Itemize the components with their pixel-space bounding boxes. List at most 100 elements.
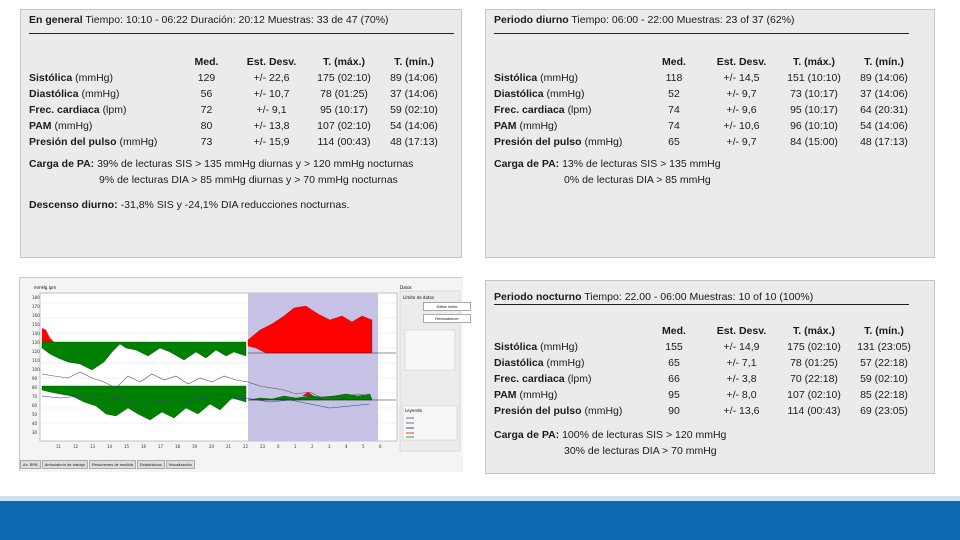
- carga-pa-line2: 30% de lecturas DIA > 70 mmHg: [564, 445, 717, 457]
- svg-text:11: 11: [56, 444, 62, 449]
- stats-table: Med. Est. Desv. T. (máx.) T. (mín.) Sist…: [494, 54, 919, 150]
- svg-text:70: 70: [32, 394, 38, 399]
- heading-rule: [494, 33, 909, 34]
- svg-text:50: 50: [32, 412, 38, 417]
- carga-pa: Carga de PA: 39% de lecturas SIS > 135 m…: [29, 158, 414, 170]
- svg-text:12: 12: [73, 444, 79, 449]
- side-panel-label: Datos: [400, 285, 412, 290]
- table-row: Frec. cardiaca (lpm) 72 +/- 9,1 95 (10:17) 5…: [29, 104, 438, 116]
- panel-heading: En general Tiempo: 10:10 - 06:22 Duració…: [29, 14, 389, 26]
- column-header: Est. Desv.: [246, 56, 297, 68]
- table-row: Sistólica (mmHg) 129 +/- 22,6 175 (02:10) 89…: [29, 72, 438, 84]
- column-header: T. (máx.): [322, 56, 365, 68]
- table-row: Presión del pulso (mmHg) 73 +/- 15,9 114 (0…: [29, 136, 438, 148]
- table-header: Med. Est. Desv. T. (máx.) T. (mín.): [29, 54, 449, 70]
- svg-text:16: 16: [141, 444, 147, 449]
- table-header: Med. Est. Desv. T. (máx.) T. (mín.): [494, 323, 919, 339]
- table-row: Diastólica (mmHg) 52 +/- 9,7 73 (10:17) 37 (…: [494, 88, 908, 100]
- dia-above-night: [302, 392, 314, 396]
- svg-text:21: 21: [226, 444, 232, 449]
- tab-visualizacion[interactable]: Visualización: [165, 460, 195, 469]
- dia-below-night: [247, 393, 373, 401]
- panel-heading: Periodo diurno Tiempo: 06:00 - 22:00 Mue…: [494, 14, 795, 26]
- table-row: Presión del pulso (mmHg) 90 +/- 13,6 114 (0…: [494, 405, 908, 417]
- table-row: Presión del pulso (mmHg) 65 +/- 9,7 84 (15:…: [494, 136, 908, 148]
- edit-limit-button[interactable]: Editar límite: [423, 302, 471, 311]
- svg-text:40: 40: [32, 421, 38, 426]
- svg-text:110: 110: [32, 358, 40, 363]
- heading-rule: [29, 33, 454, 34]
- tab-abpa[interactable]: Ax. BPA: [20, 460, 41, 469]
- svg-text:14: 14: [107, 444, 113, 449]
- hr-line: [41, 395, 371, 409]
- column-header: Med.: [662, 56, 686, 68]
- table-header: Med. Est. Desv. T. (máx.) T. (mín.): [494, 54, 919, 70]
- carga-pa: Carga de PA: 13% de lecturas SIS > 135 m…: [494, 158, 721, 170]
- svg-text:2: 2: [311, 444, 314, 449]
- svg-text:60: 60: [32, 403, 38, 408]
- svg-text:130: 130: [32, 340, 40, 345]
- table-row: PAM (mmHg) 74 +/- 10,6 96 (10:10) 54 (14:06): [494, 120, 908, 132]
- table-row: Diastólica (mmHg) 56 +/- 10,7 78 (01:25) 37 …: [29, 88, 438, 100]
- abpm-chart-screenshot: mmHg lpm Datos 180 170 160 150 140 130 120 1…: [19, 277, 471, 472]
- heading-rule: [494, 304, 909, 305]
- svg-text:13: 13: [90, 444, 96, 449]
- svg-text:100: 100: [32, 367, 40, 372]
- side-panel-title: Límite de datos: [403, 295, 434, 300]
- svg-text:90: 90: [32, 376, 38, 381]
- table-row: PAM (mmHg) 80 +/- 13,8 107 (02:10) 54 (14:06…: [29, 120, 438, 132]
- tab-resumenes[interactable]: Resúmenes de medida: [88, 460, 136, 469]
- table-row: Sistólica (mmHg) 118 +/- 14,5 151 (10:10) 89…: [494, 72, 908, 84]
- svg-text:17: 17: [158, 444, 164, 449]
- svg-text:170: 170: [32, 304, 40, 309]
- svg-text:18: 18: [175, 444, 181, 449]
- panel-general: En general Tiempo: 10:10 - 06:22 Duració…: [20, 9, 462, 258]
- column-header: T. (mín.): [394, 56, 434, 68]
- table-row: Frec. cardiaca (lpm) 66 +/- 3,8 70 (22:18) 5…: [494, 373, 908, 385]
- svg-text:80: 80: [32, 385, 38, 390]
- tab-estadisticas[interactable]: Estadísticas: [137, 460, 165, 469]
- column-header: T. (máx.): [792, 325, 835, 337]
- svg-text:0: 0: [277, 444, 280, 449]
- pam-line: [41, 371, 371, 401]
- svg-text:20: 20: [209, 444, 215, 449]
- column-header: Med.: [194, 56, 219, 68]
- stats-table: Med. Est. Desv. T. (máx.) T. (mín.) Sist…: [494, 323, 919, 419]
- y-tick-labels: 180 170 160 150 140 130 120 110 100 90 80 70 6…: [32, 295, 40, 435]
- table-row: Frec. cardiaca (lpm) 74 +/- 9,6 95 (10:17) 6…: [494, 104, 908, 116]
- table-row: Sistólica (mmHg) 155 +/- 14,9 175 (02:10) 13…: [494, 341, 911, 353]
- column-header: Est. Desv.: [716, 325, 767, 337]
- svg-text:5: 5: [362, 444, 365, 449]
- svg-text:4: 4: [345, 444, 348, 449]
- info-box: [404, 329, 456, 371]
- chart-ylabel: mmHg lpm: [34, 285, 56, 290]
- carga-pa: Carga de PA: 100% de lecturas SIS > 120 …: [494, 429, 727, 441]
- svg-text:30: 30: [32, 430, 38, 435]
- reset-button[interactable]: Reestablecer: [423, 314, 471, 323]
- table-row: Diastólica (mmHg) 65 +/- 7,1 78 (01:25) 57 (…: [494, 357, 908, 369]
- panel-heading: Periodo nocturno Tiempo: 22.00 - 06:00 M…: [494, 291, 814, 303]
- svg-text:23: 23: [260, 444, 266, 449]
- tab-ambulatorio[interactable]: Ambulatorio de trabajo: [41, 460, 88, 469]
- carga-pa-line2: 0% de lecturas DIA > 85 mmHg: [564, 174, 711, 186]
- column-header: Est. Desv.: [716, 56, 767, 68]
- svg-text:120: 120: [32, 349, 40, 354]
- sys-above-day: [42, 328, 54, 342]
- column-header: T. (máx.): [792, 56, 835, 68]
- svg-text:150: 150: [32, 322, 40, 327]
- svg-text:180: 180: [32, 295, 40, 300]
- table-row: PAM (mmHg) 95 +/- 8,0 107 (02:10) 85 (22:18): [494, 389, 908, 401]
- svg-text:140: 140: [32, 331, 40, 336]
- svg-text:1: 1: [294, 444, 297, 449]
- column-header: T. (mín.): [864, 56, 904, 68]
- svg-text:19: 19: [192, 444, 198, 449]
- panel-diurno: Periodo diurno Tiempo: 06:00 - 22:00 Mue…: [485, 9, 935, 258]
- column-header: Med.: [662, 325, 686, 337]
- column-header: T. (mín.): [864, 325, 904, 337]
- svg-text:160: 160: [32, 313, 40, 318]
- svg-text:22: 22: [243, 444, 249, 449]
- stats-table: Med. Est. Desv. T. (máx.) T. (mín.) Sist…: [29, 54, 449, 150]
- carga-pa-line2: 9% de lecturas DIA > 85 mmHg diurnas y >…: [99, 174, 398, 186]
